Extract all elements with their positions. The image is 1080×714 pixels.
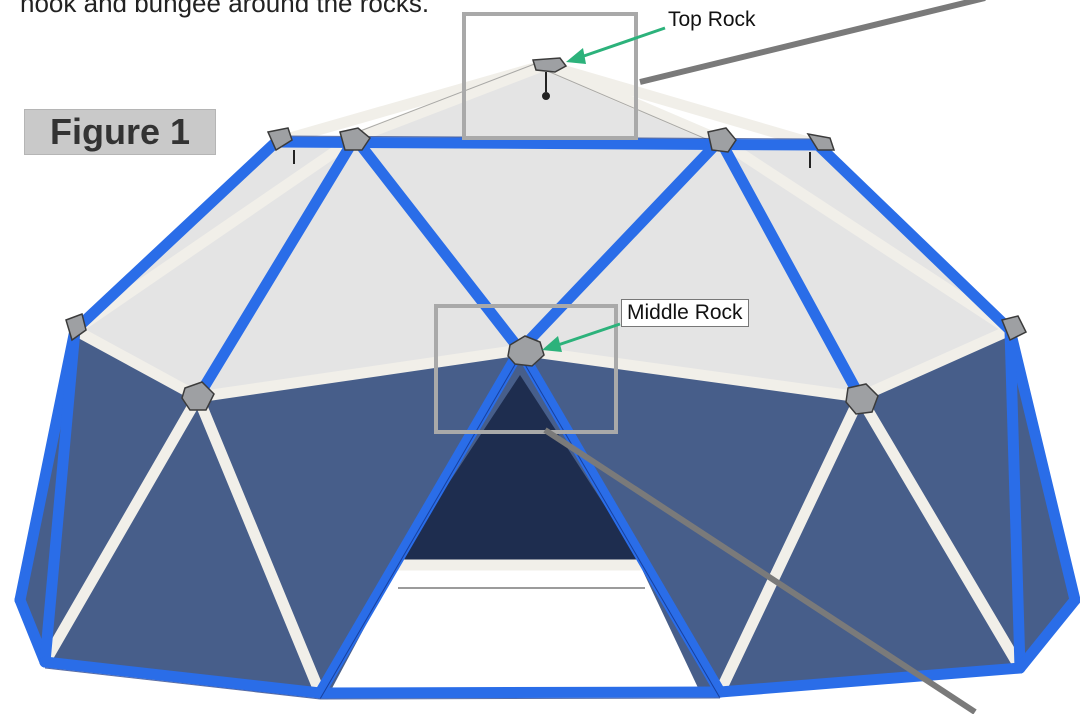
bungee-hooks — [293, 72, 811, 168]
hub-rock-edge-right — [1000, 315, 1028, 342]
climbing-rocks — [65, 57, 1028, 415]
figure-label: Figure 1 — [24, 109, 216, 155]
middle-rock — [507, 335, 545, 367]
top-rock-arrowhead — [566, 48, 586, 64]
top-rock — [532, 57, 568, 73]
hub-rock-far-right — [806, 132, 836, 151]
top-rock-label: Top Rock — [668, 8, 756, 31]
middle-rock-arrowhead — [542, 336, 562, 352]
white-struts — [39, 59, 1026, 699]
instruction-text: hook and bungee around the rocks. — [20, 0, 430, 18]
top-rock-leader-grey — [639, 0, 986, 85]
top-rock-leader-arrow — [577, 26, 666, 60]
hub-rock-upper-right — [707, 127, 737, 153]
entrance-shadow — [398, 375, 640, 560]
hub-rock-left — [181, 381, 215, 411]
hub-rock-right — [845, 383, 879, 415]
entrance-floor — [330, 565, 700, 692]
middle-rock-leader-grey — [543, 427, 977, 714]
middle-rock-leader-arrow — [554, 322, 621, 348]
hub-rock-far-left — [266, 127, 293, 152]
middle-rock-label: Middle Rock — [621, 299, 749, 327]
middle-rock-callout-box — [434, 304, 618, 434]
hub-rock-upper-left — [339, 127, 371, 151]
hub-rock-edge-left — [65, 313, 87, 342]
top-rock-callout-box — [462, 12, 638, 140]
